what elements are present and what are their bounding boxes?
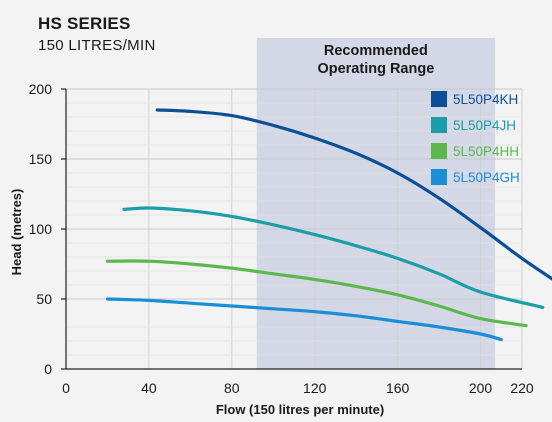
legend-label: 5L50P4JH (453, 118, 516, 133)
x-tick-label: 120 (303, 380, 327, 396)
legend-label: 5L50P4HH (453, 144, 519, 159)
recommended-range-band (256, 38, 496, 369)
range-label-line1: Recommended (324, 43, 428, 59)
series-curves (105, 108, 552, 342)
x-axis-label: Flow (150 litres per minute) (216, 402, 384, 417)
legend-swatch (431, 143, 447, 159)
series-line-5l50p4gh (105, 297, 503, 342)
legend-label: 5L50P4KH (453, 92, 518, 107)
series-line-5l50p4hh (105, 259, 528, 328)
legend-swatch (431, 117, 447, 133)
x-tick-label: 0 (62, 380, 70, 396)
axes (61, 88, 522, 370)
legend: 5L50P4KH 5L50P4JH 5L50P4HH 5L50P4GH (431, 91, 520, 185)
x-tick-label: 160 (386, 380, 410, 396)
legend-swatch (431, 91, 447, 107)
y-tick-label: 150 (29, 151, 53, 167)
series-line-5l50p4jh (122, 206, 545, 309)
y-tick-label: 50 (36, 291, 52, 307)
chart-subtitle: 150 LITRES/MIN (38, 37, 156, 54)
y-tick-label: 0 (44, 361, 52, 377)
legend-label: 5L50P4GH (453, 170, 520, 185)
x-tick-label: 200 (469, 380, 493, 396)
x-tick-label: 80 (224, 380, 240, 396)
x-tick-label: 220 (510, 380, 534, 396)
series-line-5l50p4kh (155, 108, 552, 281)
legend-swatch (431, 169, 447, 185)
x-tick-label: 40 (141, 380, 157, 396)
y-tick-label: 200 (29, 81, 53, 97)
range-label-line2: Operating Range (317, 61, 434, 77)
y-axis-label: Head (metres) (9, 189, 24, 276)
y-tick-label: 100 (29, 221, 53, 237)
chart-title: HS SERIES (38, 14, 131, 33)
tick-labels: 0 40 80 120 160 200 220 0 50 100 150 200 (29, 81, 534, 396)
